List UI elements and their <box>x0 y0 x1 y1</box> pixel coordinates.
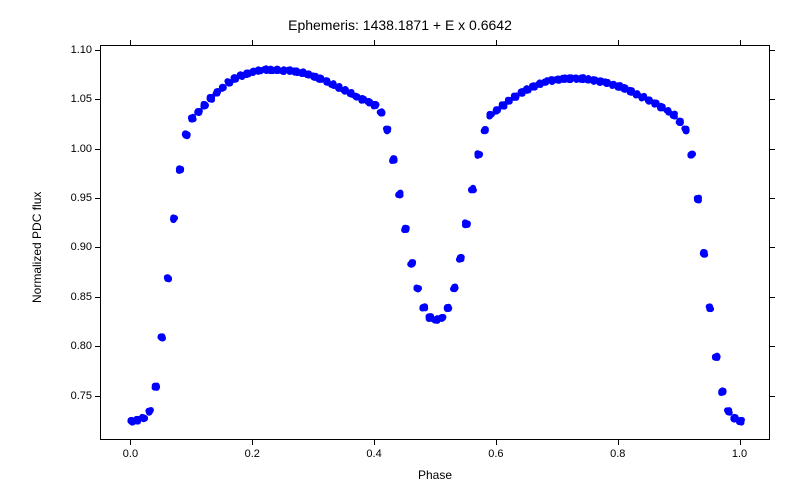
y-tick-mark <box>95 99 100 100</box>
scatter-svg <box>101 46 771 441</box>
x-tick-label: 0.0 <box>123 448 138 460</box>
y-tick-label: 0.80 <box>60 340 92 352</box>
x-axis-label: Phase <box>100 468 770 482</box>
x-tick-mark <box>618 440 619 445</box>
y-tick-label: 1.00 <box>60 143 92 155</box>
y-tick-label: 0.85 <box>60 291 92 303</box>
y-tick-label: 1.10 <box>60 44 92 56</box>
y-tick-label: 1.05 <box>60 93 92 105</box>
y-tick-label: 0.95 <box>60 192 92 204</box>
x-tick-mark <box>130 40 131 45</box>
y-tick-mark <box>770 149 775 150</box>
x-tick-mark <box>740 440 741 445</box>
y-tick-mark <box>770 50 775 51</box>
x-tick-label: 0.6 <box>488 448 503 460</box>
y-tick-mark <box>770 297 775 298</box>
plot-area <box>100 45 770 440</box>
y-tick-label: 0.90 <box>60 241 92 253</box>
y-tick-mark <box>95 50 100 51</box>
y-tick-mark <box>770 247 775 248</box>
x-tick-mark <box>374 40 375 45</box>
x-tick-mark <box>496 440 497 445</box>
x-tick-mark <box>252 40 253 45</box>
x-tick-mark <box>374 440 375 445</box>
y-tick-mark <box>770 99 775 100</box>
y-tick-mark <box>770 346 775 347</box>
x-tick-label: 1.0 <box>732 448 747 460</box>
x-tick-label: 0.2 <box>245 448 260 460</box>
y-tick-mark <box>95 346 100 347</box>
y-tick-mark <box>95 396 100 397</box>
y-tick-mark <box>95 297 100 298</box>
x-tick-mark <box>740 40 741 45</box>
x-tick-mark <box>618 40 619 45</box>
y-axis-label: Normalized PDC flux <box>30 191 44 302</box>
x-tick-mark <box>252 440 253 445</box>
y-tick-mark <box>95 149 100 150</box>
y-tick-mark <box>95 247 100 248</box>
x-tick-mark <box>130 440 131 445</box>
x-tick-label: 0.8 <box>610 448 625 460</box>
y-tick-mark <box>95 198 100 199</box>
y-tick-mark <box>770 396 775 397</box>
chart-container: Ephemeris: 1438.1871 + E x 0.6642 Phase … <box>0 0 800 500</box>
x-tick-label: 0.4 <box>366 448 381 460</box>
x-tick-mark <box>496 40 497 45</box>
y-tick-label: 0.75 <box>60 390 92 402</box>
chart-title: Ephemeris: 1438.1871 + E x 0.6642 <box>0 17 800 33</box>
y-tick-mark <box>770 198 775 199</box>
